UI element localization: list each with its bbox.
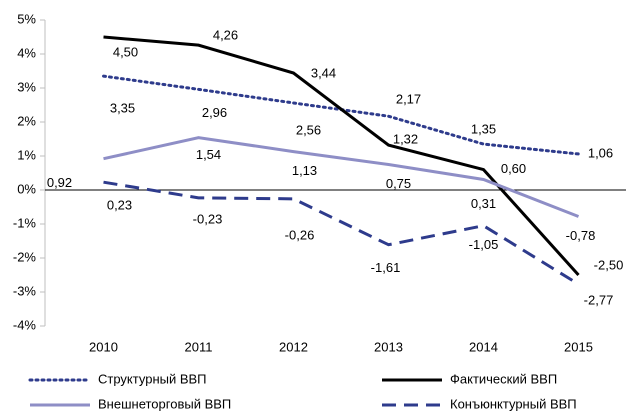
y-tick-label: -4% xyxy=(13,317,37,332)
data-label: 1,32 xyxy=(393,132,418,147)
data-label: 1,13 xyxy=(292,163,317,178)
data-label: -2,77 xyxy=(584,293,614,308)
data-label: -0,23 xyxy=(193,211,223,226)
data-label: 3,44 xyxy=(311,65,336,80)
y-tick-label: 2% xyxy=(17,113,36,128)
series-line xyxy=(103,180,580,286)
y-tick-label: 1% xyxy=(17,147,36,162)
data-label: 2,17 xyxy=(396,92,421,107)
data-label: 0,31 xyxy=(471,196,496,211)
x-tick-label: 2014 xyxy=(469,339,498,354)
data-label: 4,26 xyxy=(213,28,238,43)
data-label: 0,23 xyxy=(107,198,132,213)
data-label: -1,61 xyxy=(371,260,401,275)
data-label: 2,56 xyxy=(296,122,321,137)
series-line xyxy=(103,136,580,218)
y-tick-label: 4% xyxy=(17,45,36,60)
y-tick-label: -3% xyxy=(13,283,37,298)
legend-label: Конъюнктурный ВВП xyxy=(450,396,577,411)
x-tick-label: 2010 xyxy=(89,339,118,354)
data-label: -1,05 xyxy=(469,237,499,252)
data-label: 1,54 xyxy=(196,147,221,162)
data-label: -0,26 xyxy=(285,227,315,242)
data-label: 3,35 xyxy=(110,101,135,116)
data-label: 1,35 xyxy=(471,122,496,137)
y-tick-label: 3% xyxy=(17,79,36,94)
data-label: 4,50 xyxy=(113,44,138,59)
x-tick-label: 2012 xyxy=(279,339,308,354)
data-label: 1,06 xyxy=(588,145,613,160)
legend-label: Структурный ВВП xyxy=(98,371,207,386)
y-tick-label: -2% xyxy=(13,249,37,264)
x-tick-label: 2013 xyxy=(374,339,403,354)
x-tick-label: 2011 xyxy=(185,339,213,354)
data-label: -0,78 xyxy=(566,228,596,243)
data-label: -2,50 xyxy=(594,257,624,272)
legend-label: Фактический ВВП xyxy=(450,371,557,386)
data-label: 0,92 xyxy=(47,175,72,190)
y-tick-label: -1% xyxy=(13,215,37,230)
data-label: 0,75 xyxy=(386,176,411,191)
y-tick-label: 5% xyxy=(17,11,36,26)
y-tick-label: 0% xyxy=(17,181,36,196)
data-label: 2,96 xyxy=(202,105,227,120)
data-label: 0,60 xyxy=(501,161,526,176)
x-tick-label: 2015 xyxy=(564,339,593,354)
legend-label: Внешнеторговый ВВП xyxy=(98,396,231,411)
